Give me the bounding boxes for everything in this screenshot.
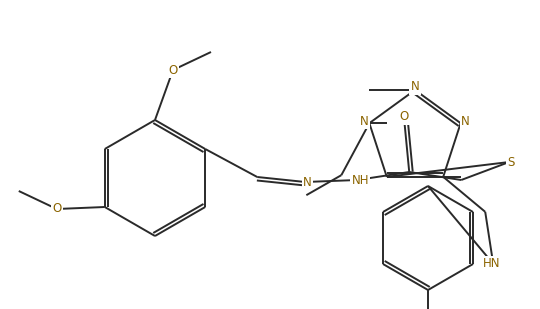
- Text: O: O: [168, 64, 178, 77]
- Text: S: S: [508, 155, 515, 168]
- Text: NH: NH: [352, 173, 369, 187]
- Text: N: N: [303, 176, 312, 188]
- Text: O: O: [52, 202, 62, 215]
- Text: O: O: [400, 111, 409, 124]
- Text: N: N: [410, 81, 420, 94]
- Text: HN: HN: [482, 257, 500, 270]
- Text: N: N: [360, 115, 369, 128]
- Text: N: N: [461, 115, 470, 128]
